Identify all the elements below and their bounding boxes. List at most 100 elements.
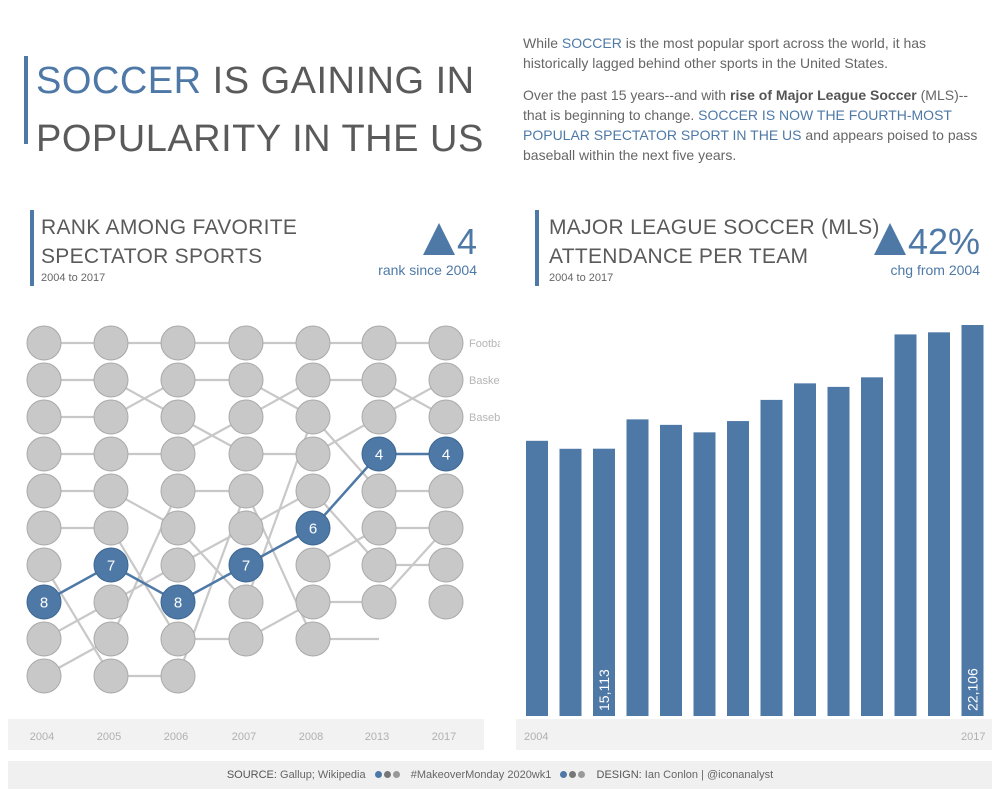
rank-node	[295, 473, 331, 509]
rank-node	[93, 399, 129, 435]
attendance-bar	[693, 432, 716, 716]
rank-node	[295, 399, 331, 435]
rank-node	[228, 621, 264, 657]
rank-node	[26, 325, 62, 361]
intro-p2-b: (MLS)--that is beginning to change.	[523, 87, 969, 123]
rank-node	[295, 584, 331, 620]
attendance-bar	[626, 419, 649, 716]
rank-kpi-label: rank since 2004	[378, 262, 477, 278]
rank-kpi-value: 4	[456, 221, 477, 262]
dots-divider-icon	[374, 761, 402, 789]
series-label: Football	[469, 338, 500, 350]
footer-hashtag: #MakeoverMonday 2020wk1	[410, 769, 552, 781]
rank-node	[93, 658, 129, 694]
soccer-rank-node	[428, 436, 464, 472]
x-tick-label: 2017	[432, 731, 456, 743]
intro-p2-accent: SOCCER IS NOW THE FOURTH-MOST POPULAR SP…	[523, 107, 952, 143]
rank-x-axis-band	[8, 719, 484, 750]
rank-subtitle: 2004 to 2017	[41, 272, 106, 284]
rank-title-line2: SPECTATOR SPORTS	[41, 245, 263, 268]
soccer-rank-label: 6	[309, 521, 317, 538]
rank-node	[295, 547, 331, 583]
title-accent-word: SOCCER	[36, 60, 202, 102]
rank-node	[428, 584, 464, 620]
rank-node	[160, 362, 196, 398]
rank-node	[160, 436, 196, 472]
soccer-rank-label: 7	[242, 558, 250, 575]
rank-node	[93, 362, 129, 398]
rank-section-bar	[30, 210, 34, 286]
intro-p2-c: and appears poised to pass baseball with…	[523, 127, 978, 163]
attendance-bar	[727, 421, 749, 716]
rank-node	[295, 325, 331, 361]
rank-node	[26, 547, 62, 583]
rank-node	[361, 399, 397, 435]
bar-data-label: 15,113	[596, 669, 612, 711]
mls-title-line1: MAJOR LEAGUE SOCCER (MLS)	[549, 216, 880, 239]
rank-node	[93, 621, 129, 657]
series-label: Baseball	[469, 412, 500, 424]
rank-section-heading: RANK AMONG FAVORITE SPECTATOR SPORTS 200…	[41, 213, 297, 284]
x-tick-label: 2013	[365, 731, 389, 743]
attendance-bar	[660, 424, 682, 716]
up-triangle-icon	[873, 223, 906, 255]
rank-node	[228, 473, 264, 509]
footer-source-label: SOURCE:	[226, 769, 277, 781]
rank-node	[93, 473, 129, 509]
title-line2: POPULARITY IN THE US	[36, 118, 484, 160]
series-label: Basketball	[469, 375, 500, 387]
soccer-rank-label: 8	[40, 595, 48, 612]
rank-kpi: 4 rank since 2004	[340, 221, 477, 279]
rank-node	[228, 325, 264, 361]
mls-subtitle: 2004 to 2017	[549, 272, 614, 284]
intro-p2-bold: rise of Major League Soccer	[730, 87, 917, 103]
mls-kpi-label: chg from 2004	[890, 262, 981, 278]
attendance-bar	[928, 332, 950, 716]
rank-node	[228, 436, 264, 472]
up-triangle-icon	[422, 223, 455, 255]
footer: SOURCE: Gallup; Wikipedia #MakeoverMonda…	[8, 761, 992, 789]
rank-bump-chart: 8 7 8 7 6 4 4 Football Basketball Baseball 2004 200…	[26, 325, 500, 743]
dots-divider-icon	[560, 761, 587, 789]
rank-node	[26, 658, 62, 694]
soccer-rank-label: 7	[107, 558, 115, 575]
title-accent-bar	[24, 56, 28, 144]
rank-node	[26, 362, 62, 398]
mls-kpi-value: 42%	[907, 221, 980, 262]
attendance-bar	[760, 399, 783, 716]
rank-node	[26, 621, 62, 657]
intro-p1-accent: SOCCER	[561, 35, 622, 51]
rank-node	[160, 621, 196, 657]
mls-attendance-bar-chart: 15,113 22,106 2004 2017	[524, 325, 986, 743]
rank-node	[361, 510, 397, 546]
rank-node	[228, 362, 264, 398]
rank-node	[428, 362, 464, 398]
soccer-rank-node	[93, 547, 129, 583]
x-tick-label: 2004	[524, 731, 548, 743]
rank-node	[428, 473, 464, 509]
intro-text: While SOCCER is the most popular sport a…	[523, 33, 983, 177]
x-tick-label: 2008	[299, 731, 323, 743]
rank-node	[93, 584, 129, 620]
mls-title-line2: ATTENDANCE PER TEAM	[549, 245, 809, 268]
intro-paragraph-1: While SOCCER is the most popular sport a…	[523, 33, 983, 73]
rank-node	[160, 399, 196, 435]
page-title: SOCCER IS GAINING IN POPULARITY IN THE U…	[36, 52, 484, 168]
rank-node	[26, 399, 62, 435]
attendance-bar	[559, 448, 582, 716]
soccer-rank-node	[26, 584, 62, 620]
rank-node	[428, 547, 464, 583]
rank-node	[26, 510, 62, 546]
rank-node	[160, 325, 196, 361]
attendance-bar	[794, 383, 816, 716]
intro-p1-b: is the most popular sport across the wor…	[523, 35, 927, 71]
mls-section-heading: MAJOR LEAGUE SOCCER (MLS) ATTENDANCE PER…	[549, 213, 880, 284]
attendance-bar	[894, 334, 917, 716]
intro-p2-a: Over the past 15 years--and with	[523, 87, 730, 103]
rank-node	[361, 325, 397, 361]
x-tick-label: 2004	[30, 731, 54, 743]
rank-node	[160, 473, 196, 509]
rank-node	[93, 325, 129, 361]
footer-design-value: Ian Conlon | @iconanalyst	[641, 769, 774, 781]
rank-node	[228, 399, 264, 435]
